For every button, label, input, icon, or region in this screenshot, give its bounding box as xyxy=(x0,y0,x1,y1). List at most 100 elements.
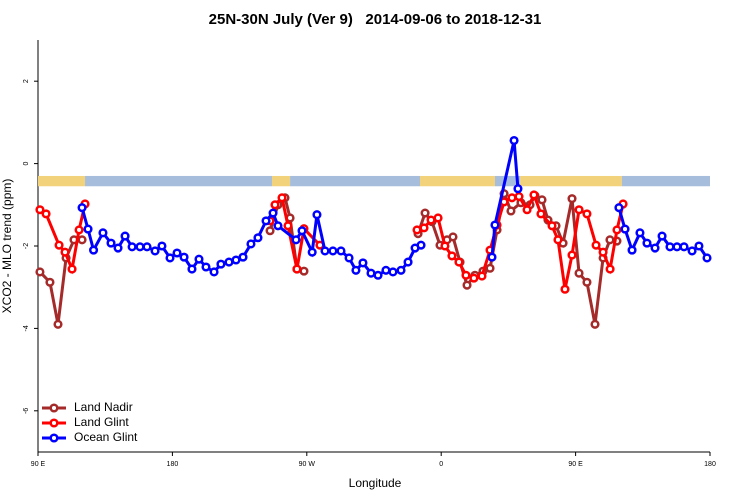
point xyxy=(537,195,547,205)
point xyxy=(142,242,152,252)
point xyxy=(694,241,704,251)
point xyxy=(536,209,546,219)
point xyxy=(54,240,64,250)
point xyxy=(454,257,464,267)
y-tick-label: -4 xyxy=(23,325,30,331)
point xyxy=(273,221,283,231)
point xyxy=(307,247,317,257)
point xyxy=(416,240,426,250)
point xyxy=(106,238,116,248)
point xyxy=(292,264,302,274)
point xyxy=(507,193,517,203)
point xyxy=(77,235,87,245)
point xyxy=(98,228,108,238)
point xyxy=(53,319,63,329)
x-tick-label: 180 xyxy=(167,461,179,468)
point xyxy=(679,242,689,252)
point xyxy=(433,213,443,223)
point xyxy=(513,184,523,194)
point xyxy=(351,265,361,275)
point xyxy=(135,242,145,252)
point xyxy=(490,220,500,230)
point xyxy=(485,263,495,273)
point xyxy=(582,209,592,219)
point xyxy=(77,203,87,213)
legend-marker xyxy=(49,403,59,413)
point xyxy=(657,231,667,241)
point xyxy=(89,245,99,255)
point xyxy=(373,270,383,280)
point xyxy=(253,233,263,243)
legend-label: Land Nadir xyxy=(74,400,133,414)
surface-band xyxy=(520,175,622,187)
point xyxy=(45,277,55,287)
y-tick-label: -2 xyxy=(23,243,30,249)
point xyxy=(261,216,271,226)
point xyxy=(120,231,130,241)
point xyxy=(574,268,584,278)
y-tick-label: 0 xyxy=(23,162,30,166)
point xyxy=(60,247,70,257)
point xyxy=(582,277,592,287)
point xyxy=(514,192,524,202)
point xyxy=(620,224,630,234)
point xyxy=(412,225,422,235)
point xyxy=(420,208,430,218)
point xyxy=(209,267,219,277)
chart-title: 25N-30N July (Ver 9) 2014-09-06 to 2018-… xyxy=(209,11,542,28)
point xyxy=(297,226,307,236)
point xyxy=(590,319,600,329)
legend-marker xyxy=(49,433,59,443)
point xyxy=(224,257,234,267)
point xyxy=(165,253,175,263)
point xyxy=(447,251,457,261)
surface-band xyxy=(494,175,521,187)
surface-band xyxy=(272,175,291,187)
point xyxy=(74,225,84,235)
point xyxy=(702,253,712,263)
point xyxy=(312,210,322,220)
point xyxy=(477,271,487,281)
point xyxy=(553,235,563,245)
point xyxy=(687,246,697,256)
point xyxy=(672,242,682,252)
point xyxy=(506,206,516,216)
y-tick-label: -6 xyxy=(23,408,30,414)
x-axis-label: Longitude xyxy=(349,476,402,490)
point xyxy=(461,270,471,280)
x-tick-label: 0 xyxy=(439,461,443,468)
point xyxy=(605,235,615,245)
point xyxy=(509,135,519,146)
point xyxy=(157,241,167,251)
point xyxy=(328,246,338,256)
point xyxy=(614,203,624,213)
legend-label: Land Glint xyxy=(74,415,129,429)
point xyxy=(403,257,413,267)
point xyxy=(396,265,406,275)
point xyxy=(35,267,45,277)
point xyxy=(567,250,577,260)
point xyxy=(291,235,301,245)
legend-label: Ocean Glint xyxy=(74,430,138,444)
point xyxy=(381,265,391,275)
point xyxy=(83,224,93,234)
point xyxy=(591,240,601,250)
point xyxy=(358,258,368,268)
point xyxy=(299,266,309,276)
point xyxy=(574,205,584,215)
point xyxy=(635,228,645,238)
point xyxy=(665,242,675,252)
point xyxy=(605,264,615,274)
point xyxy=(522,205,532,215)
y-tick-label: 2 xyxy=(23,79,30,83)
x-tick-label: 90 E xyxy=(31,461,46,468)
point xyxy=(448,232,458,242)
surface-band xyxy=(38,175,86,187)
point xyxy=(320,246,330,256)
point xyxy=(172,248,182,258)
point xyxy=(41,209,51,219)
point xyxy=(388,267,398,277)
point xyxy=(366,268,376,278)
x-tick-label: 90 E xyxy=(568,461,583,468)
point xyxy=(113,243,123,253)
